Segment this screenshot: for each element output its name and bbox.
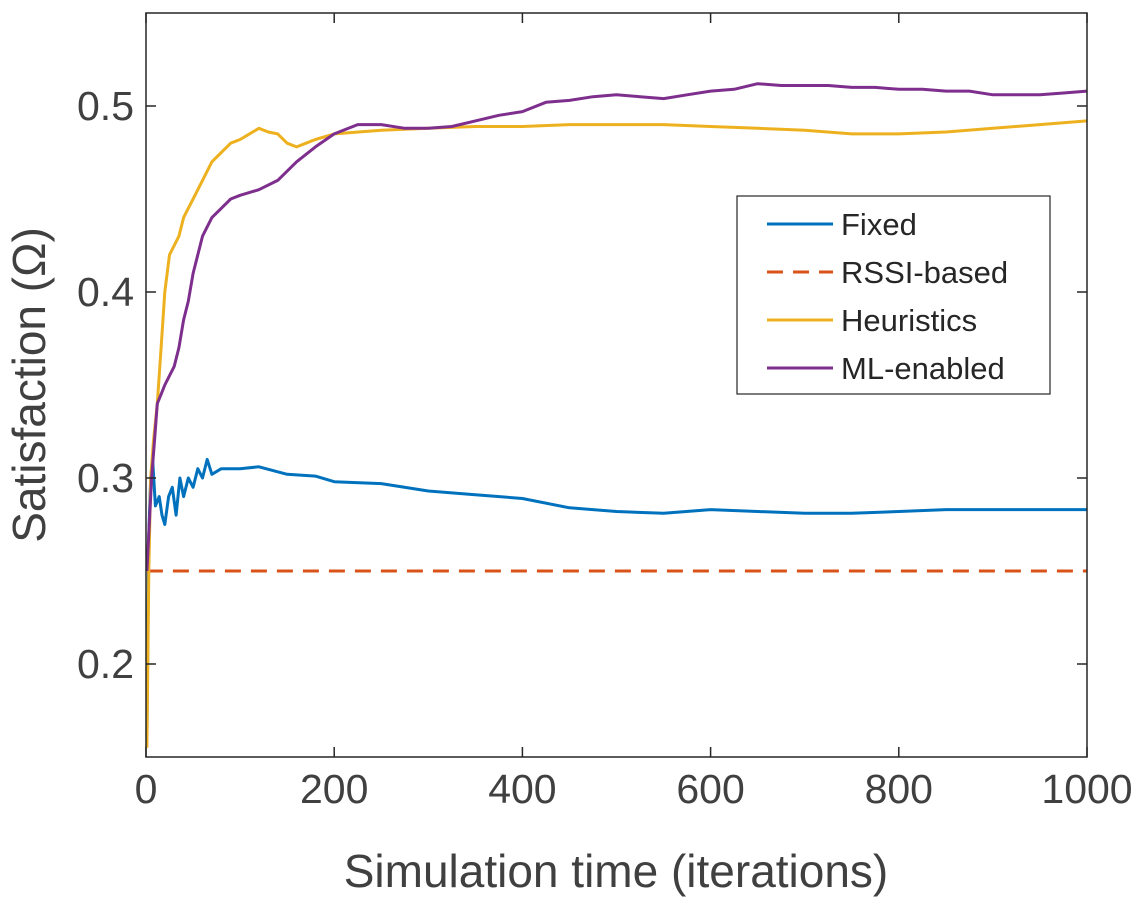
series-line-heuristics [145, 119, 1088, 748]
y-tick-label: 0.2 [77, 641, 134, 687]
series-lines [145, 82, 1088, 748]
legend-label: Fixed [841, 207, 917, 242]
y-tick-label: 0.3 [77, 455, 134, 501]
y-tick-label: 0.4 [77, 269, 134, 315]
legend: Fixed RSSI-based Heuristics ML-enabled [736, 195, 1051, 395]
legend-label: Heuristics [841, 303, 977, 338]
axes-box [145, 12, 1088, 758]
x-axis-title: Simulation time (iterations) [344, 845, 889, 897]
x-tick-label: 1000 [1041, 766, 1132, 812]
x-tick-label: 400 [488, 766, 556, 812]
series-line-fixed [145, 457, 1087, 739]
axis-ticks: 0 200 400 600 800 1000 0.2 0.3 0.4 0.5 [77, 13, 1133, 812]
legend-box [736, 195, 1051, 395]
x-tick-label: 600 [676, 766, 744, 812]
legend-label: ML-enabled [841, 351, 1005, 386]
x-tick-label: 200 [300, 766, 368, 812]
legend-label: RSSI-based [841, 255, 1008, 290]
x-tick-label: 800 [865, 766, 933, 812]
series-line-ml-enabled [145, 82, 1088, 572]
y-axis-title: Satisfaction (Ω) [3, 227, 55, 543]
x-tick-label: 0 [135, 766, 158, 812]
y-tick-label: 0.5 [77, 83, 134, 129]
